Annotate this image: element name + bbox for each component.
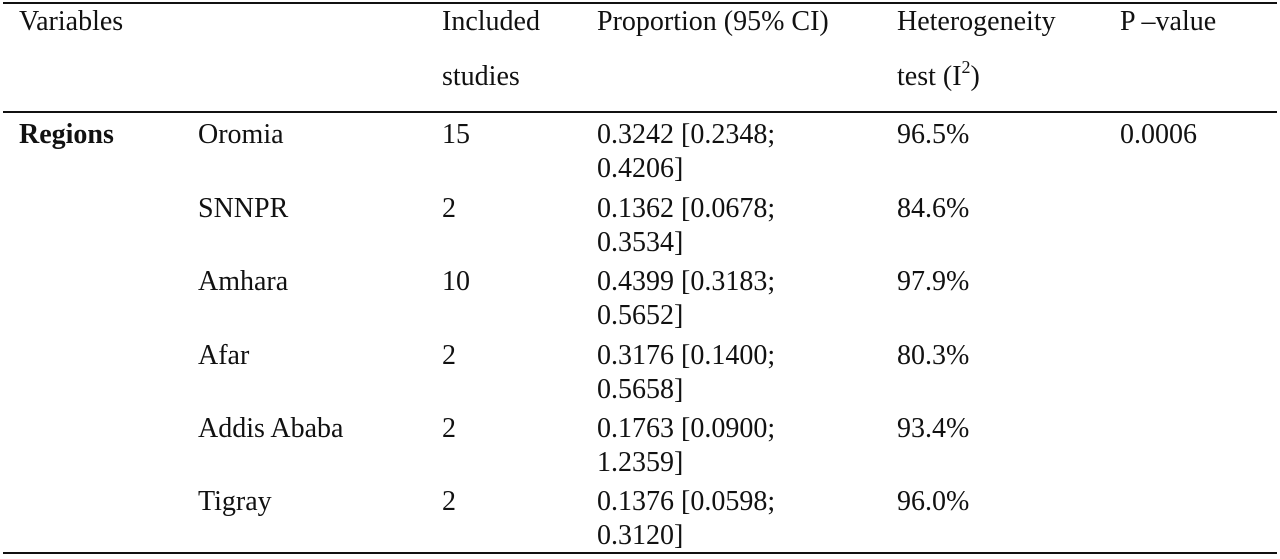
row-ci-line2: 0.5658] (597, 374, 684, 405)
row-ci-line2: 0.4206] (597, 153, 684, 184)
row-studies: 2 (442, 413, 456, 444)
table-bottom-rule (3, 552, 1277, 554)
group-label-regions: Regions (19, 119, 114, 150)
header-pvalue: P –value (1120, 6, 1217, 37)
header-heterogeneity-line2: test (I2) (897, 56, 980, 94)
row-studies: 2 (442, 340, 456, 371)
row-ci-line1: 0.3176 [0.1400; (597, 340, 776, 371)
header-proportion: Proportion (95% CI) (597, 6, 829, 37)
row-ci-line2: 0.5652] (597, 300, 684, 331)
header-heterogeneity-line1: Heterogeneity (897, 6, 1056, 37)
header-heterogeneity-suffix: ) (970, 61, 980, 92)
row-region: Afar (198, 340, 250, 371)
row-ci-line1: 0.4399 [0.3183; (597, 266, 776, 297)
row-region: Amhara (198, 266, 289, 297)
row-ci-line1: 0.1376 [0.0598; (597, 486, 776, 517)
row-ci-line1: 0.1763 [0.0900; (597, 413, 776, 444)
row-ci-line1: 0.3242 [0.2348; (597, 119, 776, 150)
row-ci-line2: 0.3534] (597, 227, 684, 258)
table-top-rule (3, 2, 1277, 4)
row-i2: 80.3% (897, 340, 970, 371)
row-ci-line1: 0.1362 [0.0678; (597, 193, 776, 224)
header-heterogeneity-superscript: 2 (961, 56, 971, 77)
row-region: Tigray (198, 486, 272, 517)
header-variables: Variables (19, 6, 124, 37)
row-studies: 10 (442, 266, 470, 297)
row-studies: 15 (442, 119, 470, 150)
header-included-line1: Included (442, 6, 540, 37)
header-heterogeneity-prefix: test (I (897, 61, 962, 92)
row-studies: 2 (442, 486, 456, 517)
row-region: SNNPR (198, 193, 289, 224)
row-pvalue: 0.0006 (1120, 119, 1197, 150)
row-i2: 84.6% (897, 193, 970, 224)
row-i2: 96.5% (897, 119, 970, 150)
row-region: Addis Ababa (198, 413, 344, 444)
header-included-line2: studies (442, 61, 520, 92)
row-ci-line2: 0.3120] (597, 520, 684, 551)
row-i2: 93.4% (897, 413, 970, 444)
row-i2: 97.9% (897, 266, 970, 297)
row-ci-line2: 1.2359] (597, 447, 684, 478)
row-i2: 96.0% (897, 486, 970, 517)
row-studies: 2 (442, 193, 456, 224)
row-region: Oromia (198, 119, 284, 150)
table-header-rule (3, 111, 1277, 113)
